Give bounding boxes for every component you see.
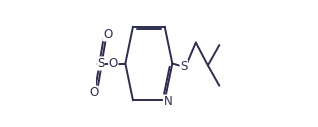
Text: O: O bbox=[89, 86, 98, 99]
Text: S: S bbox=[97, 57, 104, 70]
Text: S: S bbox=[180, 60, 187, 73]
Text: O: O bbox=[103, 28, 112, 41]
Text: N: N bbox=[163, 95, 172, 108]
Text: O: O bbox=[109, 57, 118, 70]
